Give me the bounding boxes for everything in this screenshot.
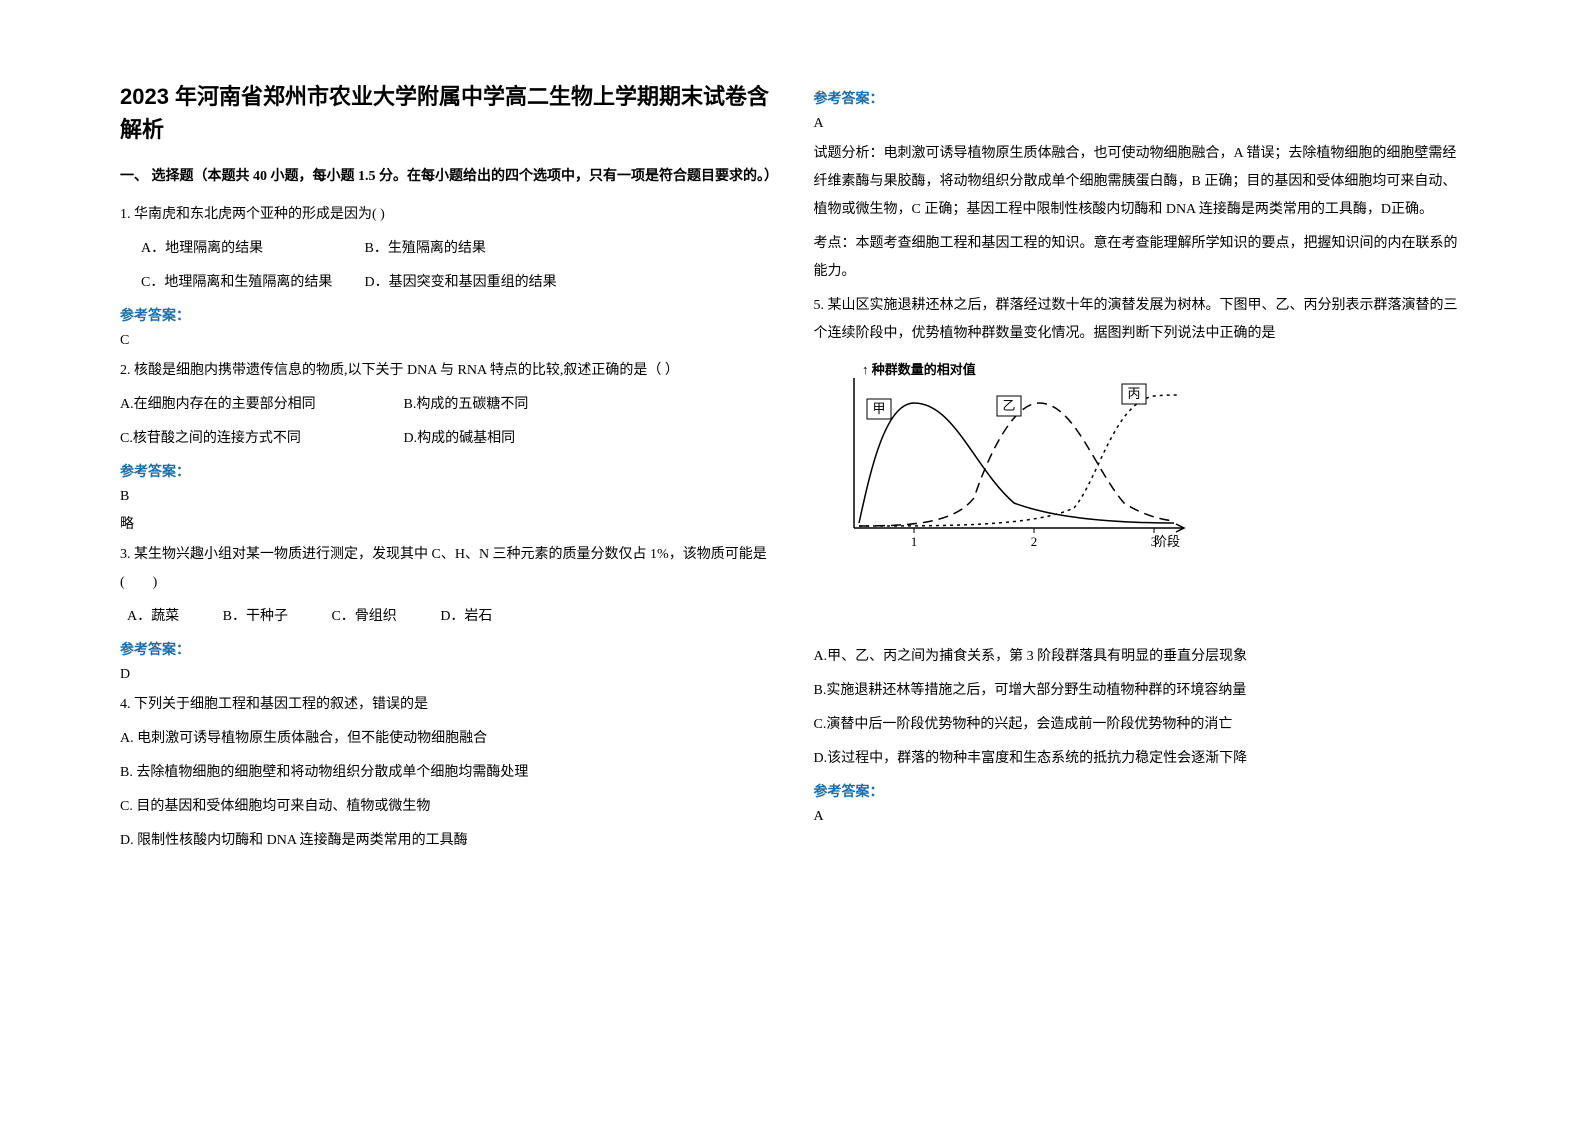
q5-optC: C.演替中后一阶段优势物种的兴起，会造成前一阶段优势物种的消亡 xyxy=(814,711,1468,739)
q2-optA: A.在细胞内存在的主要部分相同 xyxy=(120,391,360,419)
q3-optA: A．蔬菜 xyxy=(127,603,179,631)
right-column: 参考答案： A 试题分析：电刺激可诱导植物原生质体融合，也可使动物细胞融合，A … xyxy=(794,80,1488,1082)
q4-explanation-1: 试题分析：电刺激可诱导植物原生质体融合，也可使动物细胞融合，A 错误；去除植物细… xyxy=(814,140,1468,224)
q1-options-row1: A．地理隔离的结果 B．生殖隔离的结果 xyxy=(120,235,774,263)
q1-optC: C．地理隔离和生殖隔离的结果 xyxy=(141,269,361,297)
q1-answer-label: 参考答案： xyxy=(120,305,774,325)
q1-stem: 1. 华南虎和东北虎两个亚种的形成是因为( ) xyxy=(120,201,774,229)
q4-optC: C. 目的基因和受体细胞均可来自动、植物或微生物 xyxy=(120,793,774,821)
q5-answer: A xyxy=(814,809,1468,825)
q1-answer: C xyxy=(120,333,774,349)
q2-optD: D.构成的碱基相同 xyxy=(404,425,516,453)
q1-options-row2: C．地理隔离和生殖隔离的结果 D．基因突变和基因重组的结果 xyxy=(120,269,774,297)
q3-optD: D．岩石 xyxy=(440,603,492,631)
q2-options-row2: C.核苷酸之间的连接方式不同 D.构成的碱基相同 xyxy=(120,425,774,453)
svg-text:↑ 种群数量的相对值: ↑ 种群数量的相对值 xyxy=(862,362,976,377)
q4-optB: B. 去除植物细胞的细胞壁和将动物组织分散成单个细胞均需酶处理 xyxy=(120,759,774,787)
q2-optB: B.构成的五碳糖不同 xyxy=(404,391,529,419)
svg-text:甲: 甲 xyxy=(872,401,885,416)
q5-answer-label: 参考答案： xyxy=(814,781,1468,801)
q2-options-row1: A.在细胞内存在的主要部分相同 B.构成的五碳糖不同 xyxy=(120,391,774,419)
q2-answer-label: 参考答案： xyxy=(120,461,774,481)
svg-text:阶段: 阶段 xyxy=(1153,534,1179,549)
left-column: 2023 年河南省郑州市农业大学附属中学高二生物上学期期末试卷含解析 一、 选择… xyxy=(100,80,794,1082)
succession-chart: ↑ 种群数量的相对值123阶段甲乙丙 xyxy=(814,358,1468,563)
q1-optB: B．生殖隔离的结果 xyxy=(365,241,486,256)
q4-optA: A. 电刺激可诱导植物原生质体融合，但不能使动物细胞融合 xyxy=(120,725,774,753)
q3-optB: B．干种子 xyxy=(223,603,288,631)
q2-optC: C.核苷酸之间的连接方式不同 xyxy=(120,425,360,453)
q3-answer: D xyxy=(120,667,774,683)
q5-optA: A.甲、乙、丙之间为捕食关系，第 3 阶段群落具有明显的垂直分层现象 xyxy=(814,643,1468,671)
q4-explanation-2: 考点：本题考查细胞工程和基因工程的知识。意在考查能理解所学知识的要点，把握知识间… xyxy=(814,230,1468,286)
q4-optD: D. 限制性核酸内切酶和 DNA 连接酶是两类常用的工具酶 xyxy=(120,827,774,855)
section-1-heading: 一、 选择题（本题共 40 小题，每小题 1.5 分。在每小题给出的四个选项中，… xyxy=(120,164,774,189)
exam-title: 2023 年河南省郑州市农业大学附属中学高二生物上学期期末试卷含解析 xyxy=(120,80,774,146)
q3-stem: 3. 某生物兴趣小组对某一物质进行测定，发现其中 C、H、N 三种元素的质量分数… xyxy=(120,541,774,597)
svg-text:丙: 丙 xyxy=(1127,386,1140,401)
q3-options: A．蔬菜 B．干种子 C．骨组织 D．岩石 xyxy=(120,603,774,631)
q1-optA: A．地理隔离的结果 xyxy=(141,235,361,263)
q5-optD: D.该过程中，群落的物种丰富度和生态系统的抵抗力稳定性会逐渐下降 xyxy=(814,745,1468,773)
chart-svg: ↑ 种群数量的相对值123阶段甲乙丙 xyxy=(814,358,1194,558)
svg-text:2: 2 xyxy=(1030,534,1037,549)
q5-stem: 5. 某山区实施退耕还林之后，群落经过数十年的演替发展为树林。下图甲、乙、丙分别… xyxy=(814,292,1468,348)
q2-explanation: 略 xyxy=(120,513,774,533)
q4-answer-label: 参考答案： xyxy=(814,88,1468,108)
svg-text:1: 1 xyxy=(910,534,917,549)
q2-answer: B xyxy=(120,489,774,505)
q5-optB: B.实施退耕还林等措施之后，可增大部分野生动植物种群的环境容纳量 xyxy=(814,677,1468,705)
q1-optD: D．基因突变和基因重组的结果 xyxy=(365,275,557,290)
q3-answer-label: 参考答案： xyxy=(120,639,774,659)
q3-optC: C．骨组织 xyxy=(331,603,396,631)
q2-stem: 2. 核酸是细胞内携带遗传信息的物质,以下关于 DNA 与 RNA 特点的比较,… xyxy=(120,357,774,385)
q4-stem: 4. 下列关于细胞工程和基因工程的叙述，错误的是 xyxy=(120,691,774,719)
q4-answer: A xyxy=(814,116,1468,132)
svg-text:乙: 乙 xyxy=(1002,398,1015,413)
